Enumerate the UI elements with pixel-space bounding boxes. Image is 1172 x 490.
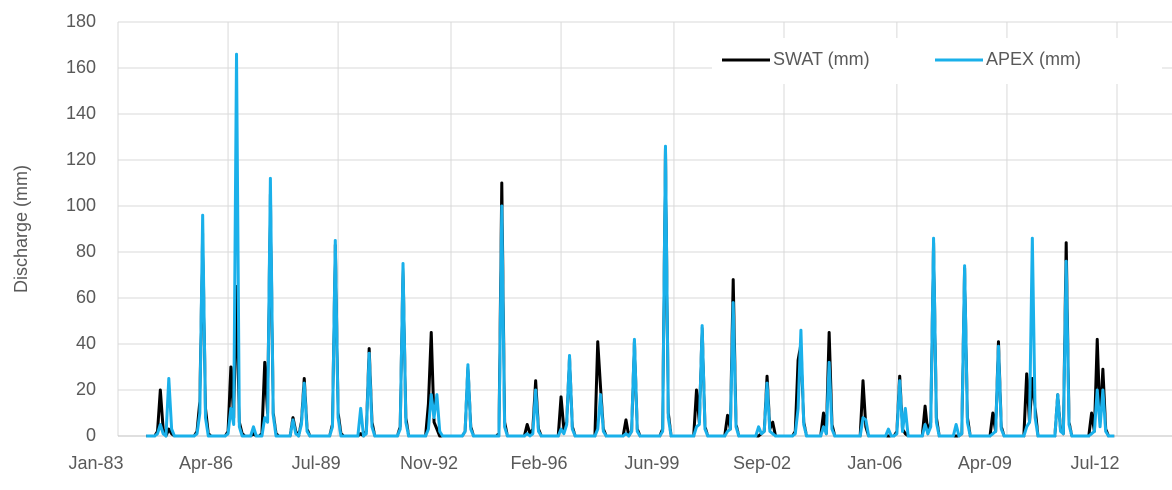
x-tick-label: Jun-99 (624, 453, 679, 473)
x-tick-label: Nov-92 (400, 453, 458, 473)
legend-label: APEX (mm) (986, 49, 1081, 69)
x-tick-label: Jul-89 (292, 453, 341, 473)
y-tick-label: 80 (76, 241, 96, 261)
y-axis-label: Discharge (mm) (11, 165, 31, 293)
x-tick-label: Apr-09 (958, 453, 1012, 473)
y-tick-label: 60 (76, 287, 96, 307)
x-tick-label: Sep-02 (733, 453, 791, 473)
y-tick-label: 20 (76, 379, 96, 399)
x-tick-label: Jul-12 (1070, 453, 1119, 473)
y-tick-label: 120 (66, 149, 96, 169)
y-tick-label: 180 (66, 11, 96, 31)
legend-label: SWAT (mm) (773, 49, 870, 69)
x-tick-label: Jan-83 (68, 453, 123, 473)
x-tick-label: Feb-96 (511, 453, 568, 473)
x-tick-label: Apr-86 (179, 453, 233, 473)
y-tick-label: 160 (66, 57, 96, 77)
y-tick-label: 40 (76, 333, 96, 353)
x-tick-label: Jan-06 (847, 453, 902, 473)
data-line (146, 52, 1115, 438)
y-tick-label: 100 (66, 195, 96, 215)
y-tick-label: 0 (86, 425, 96, 445)
y-tick-label: 140 (66, 103, 96, 123)
